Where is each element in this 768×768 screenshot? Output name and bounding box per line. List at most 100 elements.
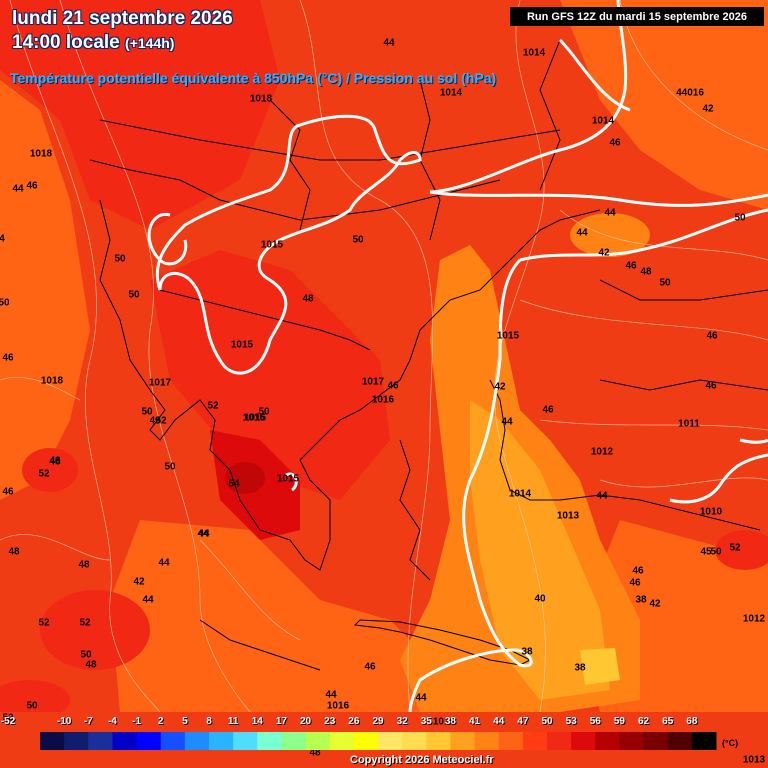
theta-e-label: 44 <box>415 692 427 704</box>
pressure-label: 1013 <box>556 510 580 522</box>
legend-tick-label: 29 <box>372 716 384 727</box>
legend-swatch <box>257 732 282 750</box>
theta-e-label: 46 <box>609 137 621 149</box>
pressure-label: 1015 <box>496 330 520 342</box>
theta-e-label: 52 <box>155 415 167 427</box>
legend-swatch <box>619 732 645 750</box>
legend-tick-label: 68 <box>686 716 698 727</box>
theta-e-label: 52 <box>38 617 50 629</box>
theta-e-label: 42 <box>598 247 610 259</box>
theta-e-label: 46 <box>706 330 718 342</box>
theta-e-label: 52 <box>729 542 741 554</box>
theta-e-zone-balkan-core <box>150 250 390 500</box>
legend-swatch <box>233 732 258 750</box>
theta-e-label: 50 <box>114 253 126 265</box>
legend-tick-label: 17 <box>275 716 287 727</box>
pressure-label: 1015 <box>276 473 300 485</box>
theta-e-label: 44 <box>325 689 337 701</box>
theta-e-label: 46 <box>26 180 38 192</box>
theta-e-label: 38 <box>521 646 533 658</box>
theta-e-label: 48 <box>49 455 61 467</box>
legend-swatch <box>402 732 427 750</box>
legend-tick-label: 53 <box>565 716 577 727</box>
legend-tick-label: 65 <box>662 716 674 727</box>
run-info-box: Run GFS 12Z du mardi 15 septembre 2026 <box>510 7 764 26</box>
pressure-label: 1017 <box>361 376 385 388</box>
theta-e-label: 46 <box>387 380 399 392</box>
legend-tick-label: 47 <box>517 716 529 727</box>
theta-e-label: 44 <box>383 37 395 49</box>
legend-swatch <box>643 732 669 750</box>
theta-e-label: 42 <box>494 381 506 393</box>
theta-e-zone-lower-left-blob <box>0 680 70 712</box>
pressure-label: 1011 <box>678 418 700 430</box>
legend-swatch <box>112 732 138 750</box>
pressure-label: 1016 <box>242 412 266 424</box>
legend-swatch <box>88 732 113 750</box>
legend-tick-label: 38 <box>444 716 456 727</box>
theta-e-label: 40 <box>534 593 546 605</box>
forecast-local-time: 14:00 locale <box>12 32 120 53</box>
theta-e-label: 44 <box>596 490 608 502</box>
legend-swatch <box>64 732 89 750</box>
theta-e-zone-warm-patch <box>580 648 620 685</box>
legend-tick-label: 8 <box>206 716 212 727</box>
legend-tick-label: 5 <box>182 716 188 727</box>
legend-tick-label: 59 <box>613 716 625 727</box>
theta-e-contours <box>0 0 768 712</box>
theta-e-label: 52 <box>38 468 50 480</box>
theta-e-label: 50 <box>141 406 153 418</box>
legend-swatch <box>378 732 403 750</box>
copyright-notice: Copyright 2026 Meteociel.fr <box>350 754 494 766</box>
legend-swatch <box>498 732 524 750</box>
legend-swatch <box>40 732 65 750</box>
pressure-label: 1014 <box>522 47 546 59</box>
run-info-text: Run GFS 12Z du mardi 15 septembre 2026 <box>526 10 748 23</box>
theta-e-label: 4 <box>0 233 5 245</box>
legend-swatch <box>522 732 548 750</box>
theta-e-label: 44 <box>198 528 210 540</box>
legend-tick-label: 2 <box>157 716 164 727</box>
theta-e-label: 50 <box>164 461 176 473</box>
theta-e-label: 46 <box>2 352 14 364</box>
theta-e-label: 48 <box>85 659 97 671</box>
theta-e-label: 50 <box>258 406 270 418</box>
theta-e-label: 38 <box>574 662 586 674</box>
theta-e-label: 48 <box>302 293 314 305</box>
theta-e-label: 52 <box>79 617 91 629</box>
theta-e-label: 46 <box>629 577 641 589</box>
pressure-label: 1010 <box>699 506 723 518</box>
theta-e-label: 46 <box>625 260 637 272</box>
theta-e-label: 46 <box>632 565 644 577</box>
legend-tick-label: 14 <box>251 716 263 727</box>
legend-tick-label: 62 <box>638 716 650 727</box>
theta-e-label: 44 <box>197 528 209 540</box>
theta-e-label: 52 <box>207 400 219 412</box>
legend-swatch <box>667 732 693 750</box>
legend-swatch <box>184 732 210 750</box>
theta-e-label: 48 <box>309 747 321 759</box>
theta-e-label: 44 <box>158 557 170 569</box>
color-scale-swatches <box>40 732 717 750</box>
legend-tick-label: 26 <box>348 716 360 727</box>
theta-e-zone-west-blob <box>22 448 78 492</box>
forecast-map <box>0 0 768 712</box>
theta-e-label: 48 <box>78 559 90 571</box>
legend-left-partial-label: -52 <box>0 716 16 727</box>
pressure-label: 1018 <box>29 148 53 160</box>
legend-tick-label: 32 <box>396 716 408 727</box>
theta-e-zone-southwest-blob <box>40 590 150 670</box>
pressure-label: 1017 <box>148 377 172 389</box>
legend-unit: (°C) <box>722 738 739 748</box>
forecast-date: lundi 21 septembre 2026 <box>12 8 233 29</box>
legend-tick-label: 11 <box>227 716 239 727</box>
legend-swatch <box>329 732 355 750</box>
theta-e-label: 44 <box>576 227 588 239</box>
legend-tick-label: 41 <box>469 716 481 727</box>
legend-tick-label: 35 <box>420 716 432 727</box>
theta-e-label: 52 <box>2 712 14 724</box>
theta-e-label: 45 <box>700 546 712 558</box>
theta-e-zone-orange-west <box>0 80 90 500</box>
theta-e-label: 50 <box>0 297 10 309</box>
legend-tick-label: 23 <box>324 716 336 727</box>
